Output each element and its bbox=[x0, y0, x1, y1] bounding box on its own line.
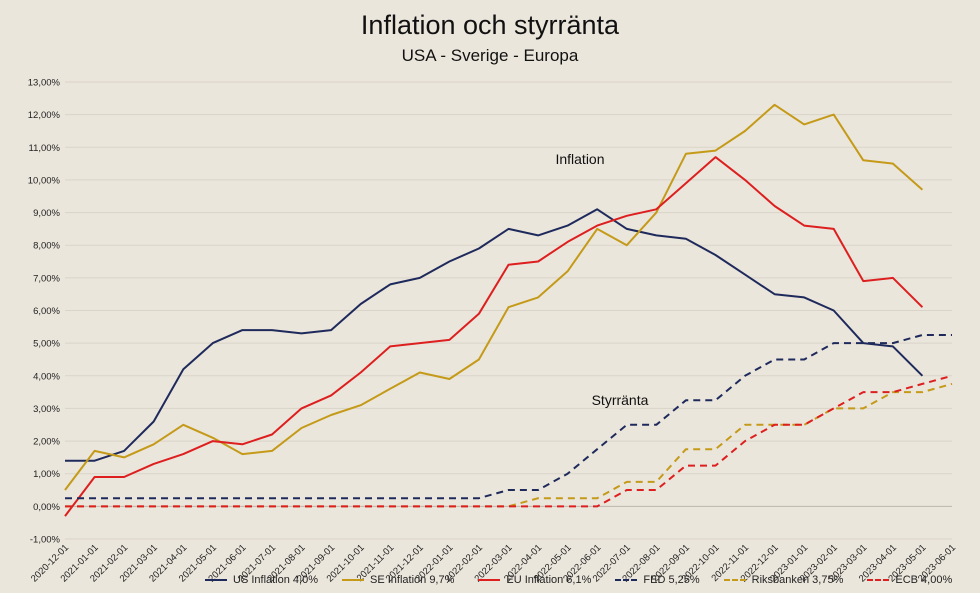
legend-item: SE Inflation 9,7% bbox=[342, 574, 454, 586]
y-tick-label: 11,00% bbox=[28, 143, 60, 154]
legend-label: FED 5,25% bbox=[643, 574, 700, 586]
legend-swatch bbox=[205, 579, 227, 581]
legend-item: US Inflation 4,0% bbox=[205, 574, 318, 586]
series-line-3 bbox=[64, 156, 924, 517]
chart-title: Inflation och styrränta bbox=[360, 10, 620, 40]
legend-swatch bbox=[723, 579, 746, 581]
series-line-1 bbox=[65, 208, 924, 462]
legend-label: EU Inflation 6,1% bbox=[506, 574, 592, 586]
legend-label: Riksbanken 3,75% bbox=[751, 574, 844, 586]
legend-item: EU Inflation 6,1% bbox=[478, 574, 591, 586]
series-line-5 bbox=[65, 382, 953, 508]
y-tick-label: 4,00% bbox=[33, 371, 60, 382]
legend-item: ECB 4,00% bbox=[867, 574, 952, 586]
y-tick-label: -1,00% bbox=[30, 535, 61, 546]
chart-subtitle: USA - Sverige - Europa bbox=[401, 46, 579, 65]
series-line-4 bbox=[65, 334, 952, 500]
y-tick-label: 0,00% bbox=[33, 502, 60, 513]
legend-label: SE Inflation 9,7% bbox=[370, 574, 455, 586]
legend-label: US Inflation 4,0% bbox=[233, 574, 318, 586]
legend-swatch bbox=[342, 579, 364, 581]
series-line-2 bbox=[64, 103, 924, 491]
legend-item: Riksbanken 3,75% bbox=[723, 574, 844, 586]
y-tick-label: 12,00% bbox=[28, 110, 61, 121]
y-tick-label: 9,00% bbox=[33, 208, 60, 219]
annotation-label: Styrränta bbox=[592, 392, 649, 408]
legend-item: FED 5,25% bbox=[615, 574, 700, 586]
y-tick-label: 10,00% bbox=[28, 175, 61, 186]
y-tick-label: 8,00% bbox=[33, 241, 60, 252]
legend-swatch bbox=[478, 579, 501, 581]
y-tick-label: 3,00% bbox=[33, 404, 60, 415]
y-tick-label: 5,00% bbox=[33, 339, 60, 350]
legend-label: ECB 4,00% bbox=[895, 574, 953, 586]
y-tick-label: 2,00% bbox=[33, 437, 60, 448]
legend-swatch bbox=[867, 579, 890, 581]
annotation-label: Inflation bbox=[555, 151, 604, 167]
series-line-6 bbox=[65, 374, 953, 508]
legend-swatch bbox=[615, 579, 638, 581]
y-tick-label: 13,00% bbox=[28, 78, 61, 89]
y-tick-label: 6,00% bbox=[33, 306, 60, 317]
y-tick-label: 1,00% bbox=[33, 469, 60, 480]
y-tick-label: 7,00% bbox=[33, 273, 60, 284]
chart-legend: US Inflation 4,0% SE Inflation 9,7% EU Inf… bbox=[205, 574, 952, 586]
